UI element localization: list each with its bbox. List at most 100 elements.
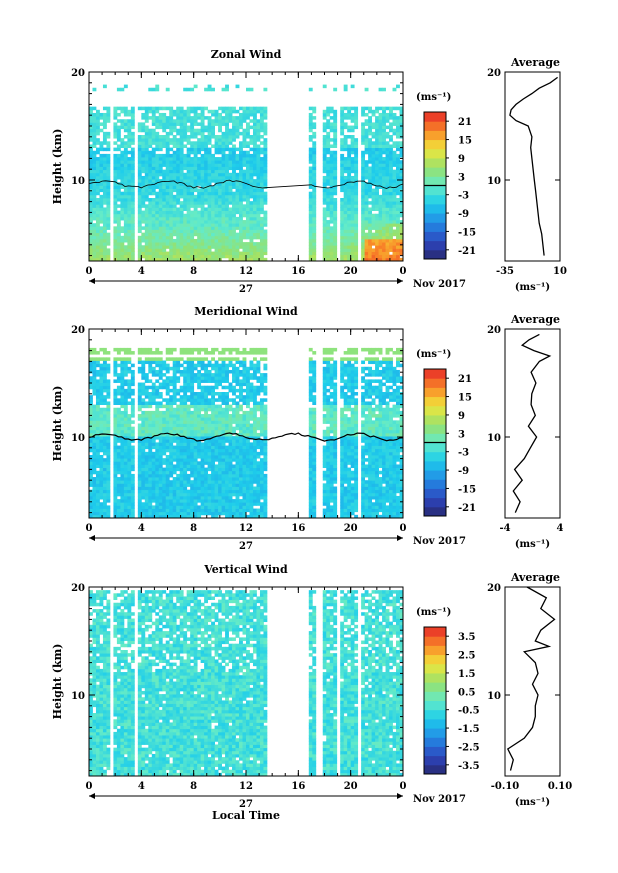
heatmap-cell bbox=[218, 251, 222, 256]
heatmap-cell bbox=[364, 194, 369, 199]
heatmap-cell bbox=[312, 172, 317, 177]
heatmap-cell bbox=[263, 122, 268, 126]
heatmap-cell bbox=[190, 109, 195, 114]
heatmap-cell bbox=[190, 235, 195, 240]
heatmap-cell bbox=[322, 141, 327, 145]
heatmap-cell bbox=[186, 404, 191, 409]
heatmap-cell bbox=[106, 401, 111, 405]
heatmap-cell bbox=[144, 385, 149, 390]
heatmap-cell bbox=[99, 414, 104, 418]
heatmap-cell bbox=[312, 248, 317, 252]
heatmap-cell bbox=[378, 179, 383, 183]
heatmap-cell bbox=[123, 398, 128, 402]
heatmap-cell bbox=[172, 492, 177, 497]
heatmap-cell bbox=[99, 464, 104, 468]
heatmap-cell bbox=[130, 188, 135, 193]
heatmap-cell bbox=[123, 366, 128, 371]
heatmap-cell bbox=[200, 141, 205, 145]
heatmap-cell bbox=[130, 392, 135, 396]
heatmap-cell bbox=[116, 432, 121, 437]
heatmap-cell bbox=[99, 489, 104, 494]
heatmap-cell bbox=[200, 194, 205, 199]
heatmap-cell bbox=[197, 376, 202, 380]
heatmap-cell bbox=[354, 210, 359, 215]
heatmap-cell bbox=[375, 144, 379, 148]
heatmap-cell bbox=[308, 147, 313, 152]
heatmap-cell bbox=[165, 122, 170, 126]
heatmap-cell bbox=[200, 210, 205, 215]
heatmap-cell bbox=[151, 470, 156, 475]
heatmap-cell bbox=[259, 175, 264, 180]
heatmap-cell bbox=[176, 182, 181, 186]
heatmap-cell bbox=[130, 401, 135, 405]
heatmap-cell bbox=[162, 135, 167, 139]
heatmap-cell bbox=[141, 210, 146, 215]
heatmap-cell bbox=[225, 248, 229, 252]
heatmap-cell bbox=[252, 191, 257, 196]
heatmap-cell bbox=[207, 235, 212, 240]
heatmap-cell bbox=[214, 245, 219, 249]
heatmap-cell bbox=[151, 357, 156, 361]
heatmap-cell bbox=[169, 464, 174, 468]
heatmap-cell bbox=[211, 157, 215, 161]
heatmap-cell bbox=[259, 135, 264, 139]
heatmap-cell bbox=[172, 210, 177, 215]
heatmap-cell bbox=[102, 172, 107, 177]
heatmap-cell bbox=[204, 254, 209, 259]
heatmap-cell bbox=[252, 185, 257, 189]
heatmap-cell bbox=[106, 363, 111, 368]
heatmap-cell bbox=[200, 464, 205, 468]
heatmap-cell bbox=[165, 369, 170, 374]
heatmap-cell bbox=[326, 131, 331, 136]
heatmap-cell bbox=[354, 223, 359, 227]
heatmap-cell bbox=[207, 232, 212, 237]
heatmap-cell bbox=[242, 160, 247, 164]
heatmap-cell bbox=[256, 153, 261, 158]
heatmap-cell bbox=[130, 150, 135, 155]
heatmap-cell bbox=[256, 213, 261, 218]
heatmap-cell bbox=[382, 223, 386, 227]
heatmap-cell bbox=[169, 166, 174, 171]
heatmap-cell bbox=[155, 109, 160, 114]
heatmap-cell bbox=[158, 514, 163, 519]
heatmap-cell bbox=[113, 157, 118, 161]
heatmap-cell bbox=[399, 166, 404, 171]
heatmap-cell bbox=[113, 220, 118, 224]
heatmap-cell bbox=[95, 473, 100, 478]
heatmap-cell bbox=[211, 160, 215, 164]
heatmap-cell bbox=[249, 238, 254, 243]
x-tick-label: 20 bbox=[344, 266, 358, 277]
heatmap-cell bbox=[389, 226, 393, 230]
heatmap-cell bbox=[263, 144, 268, 148]
heatmap-cell bbox=[214, 122, 219, 126]
heatmap-cell bbox=[214, 166, 219, 171]
heatmap-cell bbox=[204, 489, 209, 494]
heatmap-cell bbox=[130, 182, 135, 186]
heatmap-cell bbox=[172, 185, 177, 189]
heatmap-cell bbox=[158, 138, 163, 142]
heatmap-cell bbox=[326, 166, 331, 171]
heatmap-cell bbox=[158, 112, 163, 117]
heatmap-cell bbox=[102, 363, 107, 368]
heatmap-cell bbox=[106, 351, 111, 355]
heatmap-cell bbox=[361, 160, 366, 164]
heatmap-cell bbox=[193, 182, 198, 186]
heatmap-cell bbox=[207, 125, 212, 130]
heatmap-cell bbox=[308, 160, 313, 164]
heatmap-cell bbox=[113, 508, 118, 513]
heatmap-cell bbox=[95, 407, 100, 412]
heatmap-cell bbox=[183, 499, 188, 503]
heatmap-cell bbox=[200, 175, 205, 180]
heatmap-cell bbox=[207, 429, 212, 434]
heatmap-cell bbox=[183, 470, 188, 475]
heatmap-cell bbox=[151, 248, 156, 252]
heatmap-cell bbox=[232, 135, 236, 139]
heatmap-cell bbox=[183, 125, 188, 130]
heatmap-cell bbox=[92, 125, 97, 130]
heatmap-cell bbox=[120, 486, 125, 491]
heatmap-cell bbox=[172, 499, 177, 503]
heatmap-cell bbox=[259, 182, 264, 186]
heatmap-cell bbox=[137, 483, 142, 487]
heatmap-cell bbox=[148, 483, 153, 487]
heatmap-cell bbox=[102, 245, 107, 249]
